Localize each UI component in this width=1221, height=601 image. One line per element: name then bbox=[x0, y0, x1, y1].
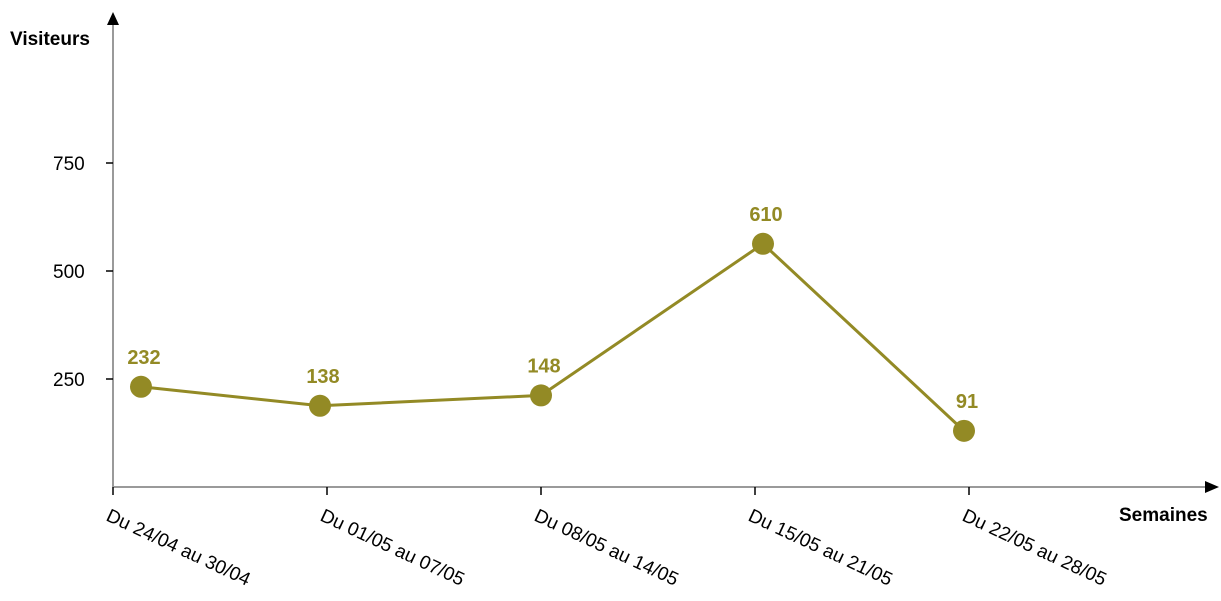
x-axis-arrow-icon bbox=[1205, 481, 1219, 493]
data-label: 232 bbox=[127, 347, 160, 369]
data-label: 148 bbox=[527, 355, 560, 377]
data-label: 610 bbox=[749, 204, 782, 226]
y-tick-label: 750 bbox=[53, 154, 85, 175]
series-line bbox=[140, 241, 966, 432]
data-point bbox=[130, 375, 152, 398]
data-label: 138 bbox=[306, 366, 339, 388]
data-label: 91 bbox=[956, 391, 978, 413]
y-axis-arrow-icon bbox=[107, 12, 119, 25]
x-axis-title: Semaines bbox=[1119, 505, 1208, 526]
data-labels: 232 138 148 610 91 bbox=[127, 204, 978, 413]
data-point bbox=[309, 394, 331, 417]
y-ticks: 250 500 750 bbox=[53, 154, 113, 391]
y-tick-label: 250 bbox=[53, 370, 85, 391]
x-tick-label: Du 01/05 au 07/05 bbox=[317, 505, 468, 590]
x-tick-label: Du 22/05 au 28/05 bbox=[959, 505, 1110, 590]
data-point bbox=[953, 419, 975, 442]
x-tick-label: Du 08/05 au 14/05 bbox=[531, 505, 682, 590]
x-tick-label: Du 15/05 au 21/05 bbox=[745, 505, 896, 590]
data-point bbox=[530, 384, 552, 407]
x-ticks: Du 24/04 au 30/04 Du 01/05 au 07/05 Du 08/… bbox=[103, 487, 1110, 591]
data-points bbox=[130, 232, 975, 442]
data-point bbox=[752, 232, 774, 255]
y-tick-label: 500 bbox=[53, 262, 85, 283]
x-tick-label: Du 24/04 au 30/04 bbox=[103, 505, 254, 590]
y-axis-title: Visiteurs bbox=[10, 29, 90, 50]
